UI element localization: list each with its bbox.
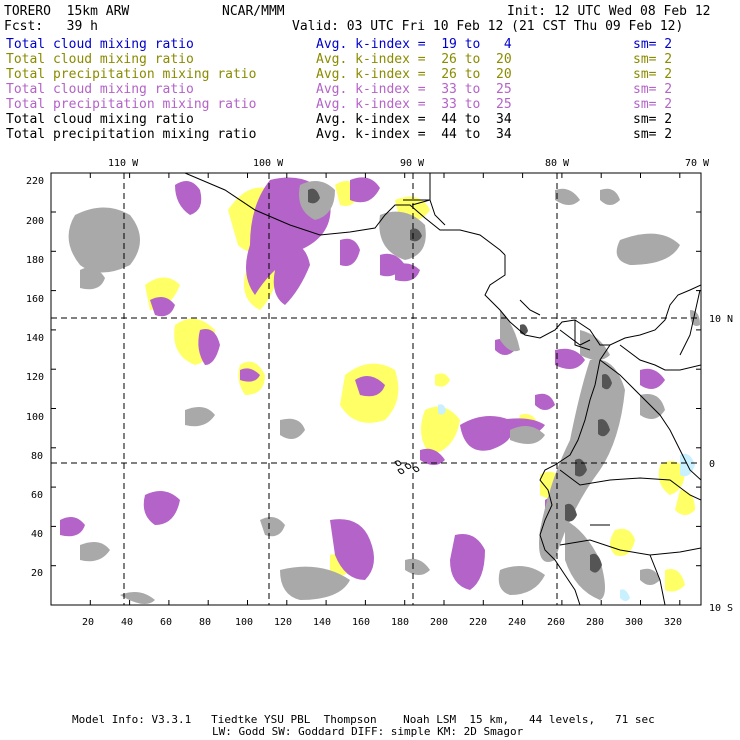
lon-label: 80 W: [545, 158, 570, 169]
legend-sm: sm= 2: [633, 67, 673, 82]
y-tick-label: 220: [26, 176, 44, 187]
valid-time: Valid: 03 UTC Fri 10 Feb 12 (21 CST Thu …: [292, 19, 684, 34]
legend-sm: sm= 2: [633, 37, 673, 52]
lon-label: 110 W: [108, 158, 139, 169]
legend-field: Total cloud mixing ratio: [6, 112, 194, 127]
model-title: TORERO 15km ARW: [4, 4, 130, 19]
legend-sm: sm= 2: [633, 112, 673, 127]
y-tick-label: 140: [26, 333, 44, 344]
legend-sm: sm= 2: [633, 127, 673, 142]
legend-field: Total precipitation mixing ratio: [6, 67, 257, 82]
x-tick-label: 140: [313, 617, 331, 628]
y-tick-label: 160: [26, 294, 44, 305]
legend-sm: sm= 2: [633, 82, 673, 97]
legend-sm: sm= 2: [633, 97, 673, 112]
x-tick-label: 60: [160, 617, 172, 628]
coastlines: [184, 173, 701, 605]
lat-label: 10 S: [709, 603, 733, 614]
x-tick-label: 40: [121, 617, 133, 628]
x-tick-label: 100: [235, 617, 253, 628]
legend-kindex: Avg. k-index = 44 to 34: [316, 127, 512, 142]
legend-field: Total precipitation mixing ratio: [6, 127, 257, 142]
legend-kindex: Avg. k-index = 26 to 20: [316, 52, 512, 67]
lat-lon-grid: [51, 173, 701, 605]
legend-kindex: Avg. k-index = 19 to 4: [316, 37, 512, 52]
x-tick-label: 160: [352, 617, 370, 628]
legend-field: Total cloud mixing ratio: [6, 52, 194, 67]
legend-field: Total precipitation mixing ratio: [6, 97, 257, 112]
x-tick-label: 260: [547, 617, 565, 628]
lon-label: 100 W: [253, 158, 284, 169]
lon-label: 90 W: [400, 158, 425, 169]
legend-field: Total cloud mixing ratio: [6, 37, 194, 52]
legend-kindex: Avg. k-index = 26 to 20: [316, 67, 512, 82]
x-tick-label: 180: [391, 617, 409, 628]
lat-label: 10 N: [709, 314, 733, 325]
lat-label: 0: [709, 459, 715, 470]
x-tick-label: 120: [274, 617, 292, 628]
field-overlays: [60, 177, 700, 604]
dark-cloud-cores: [308, 188, 612, 573]
org-label: NCAR/MMM: [222, 4, 285, 19]
legend-sm: sm= 2: [633, 52, 673, 67]
lon-label: 70 W: [685, 158, 710, 169]
y-tick-label: 120: [26, 372, 44, 383]
x-tick-label: 80: [199, 617, 211, 628]
map-frame: [50, 172, 702, 606]
y-tick-label: 180: [26, 255, 44, 266]
y-tick-label: 40: [31, 529, 43, 540]
x-tick-label: 20: [82, 617, 94, 628]
y-tick-label: 20: [31, 568, 43, 579]
legend-kindex: Avg. k-index = 33 to 25: [316, 82, 512, 97]
y-tick-label: 80: [31, 451, 43, 462]
axis-ticks: [50, 173, 701, 606]
forecast-hour: Fcst: 39 h: [4, 19, 98, 34]
legend-field: Total cloud mixing ratio: [6, 82, 194, 97]
physics-info: LW: Godd SW: Goddard DIFF: simple KM: 2D…: [212, 725, 524, 738]
y-tick-label: 200: [26, 216, 44, 227]
x-tick-label: 240: [508, 617, 526, 628]
x-tick-label: 220: [469, 617, 487, 628]
x-tick-label: 300: [625, 617, 643, 628]
y-tick-label: 60: [31, 490, 43, 501]
legend-kindex: Avg. k-index = 33 to 25: [316, 97, 512, 112]
init-time: Init: 12 UTC Wed 08 Feb 12: [507, 4, 711, 19]
y-tick-label: 100: [26, 412, 44, 423]
legend-kindex: Avg. k-index = 44 to 34: [316, 112, 512, 127]
model-info: Model Info: V3.3.1 Tiedtke YSU PBL Thomp…: [72, 713, 655, 726]
x-tick-label: 320: [664, 617, 682, 628]
x-tick-label: 200: [430, 617, 448, 628]
purple-cloud-field: [60, 177, 665, 590]
x-tick-label: 280: [586, 617, 604, 628]
